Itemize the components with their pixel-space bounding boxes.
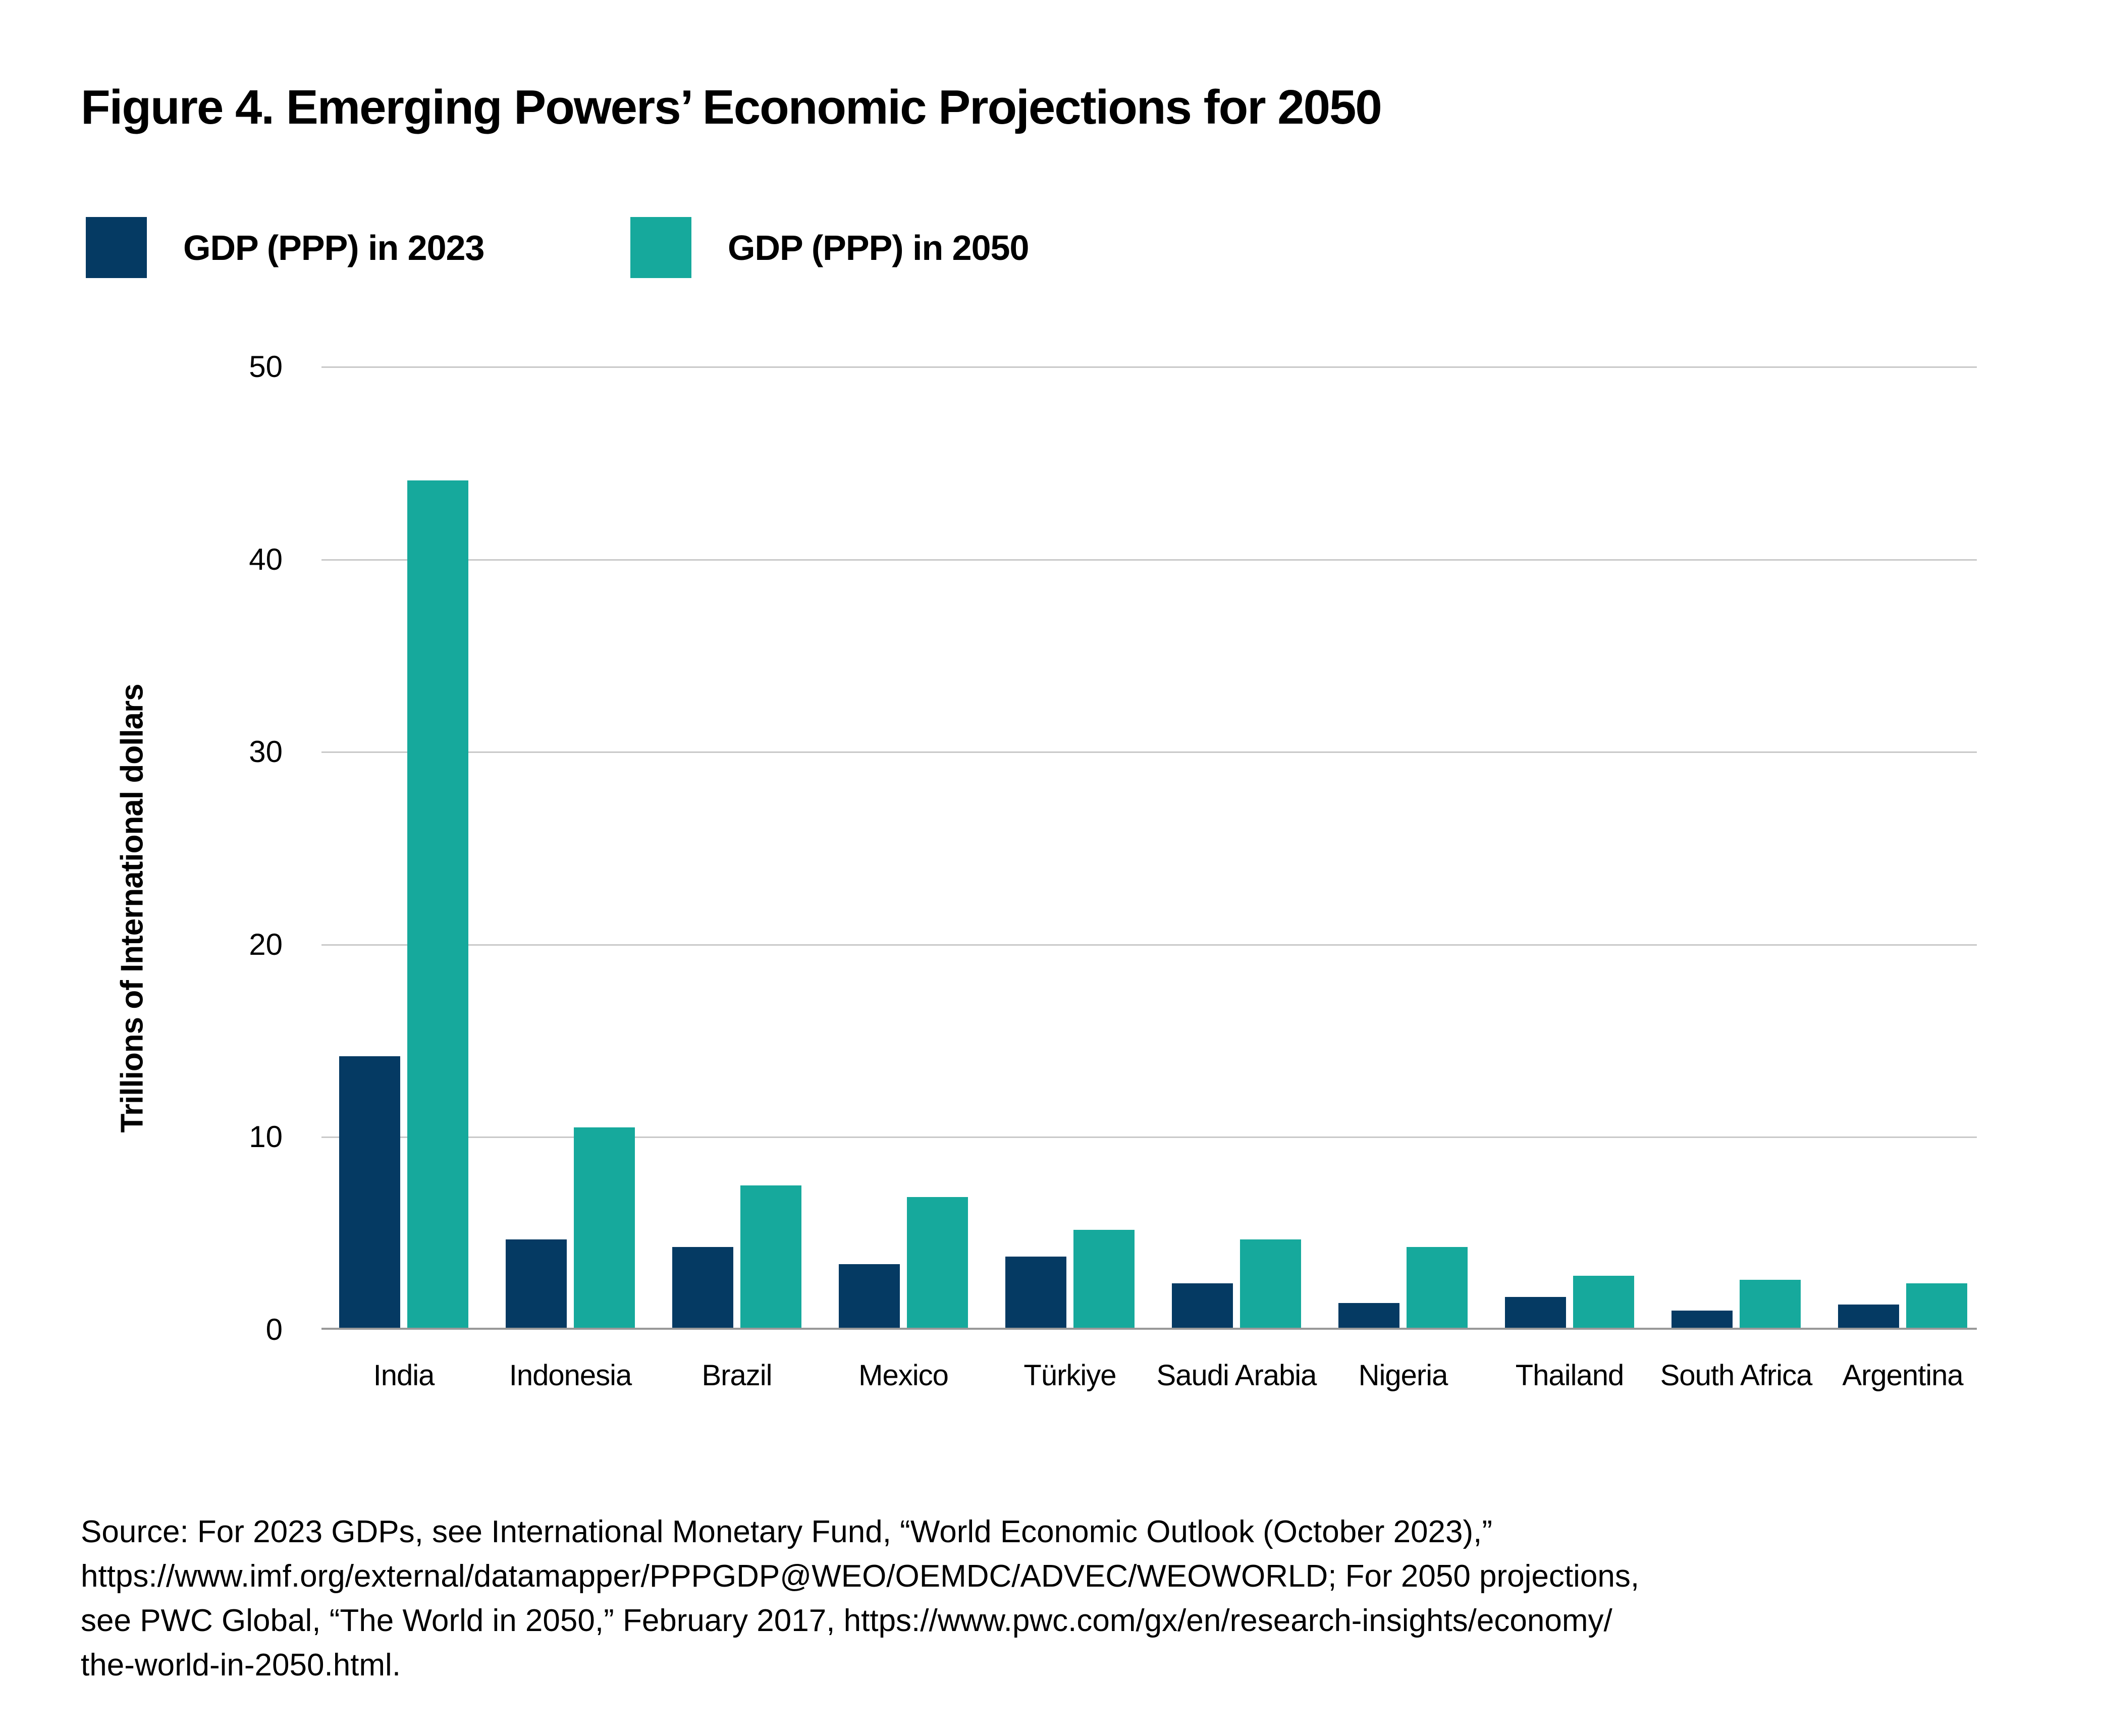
plot-area: India Indonesia Brazil Mexico Türkiye Saudi A… <box>321 366 1977 1392</box>
bar-t-rkiye-2050 <box>1073 1230 1135 1330</box>
bar-india-2023 <box>339 1056 400 1330</box>
x-axis-label-argentina: Argentina <box>1842 1359 1963 1392</box>
bar-t-rkiye-2023 <box>1005 1257 1066 1330</box>
y-tick-label-0: 0 <box>265 1313 283 1346</box>
x-axis-label-south-africa: South Africa <box>1660 1359 1813 1392</box>
bar-india-2050 <box>407 480 468 1330</box>
bar-brazil-2023 <box>672 1247 733 1330</box>
x-axis-label-indonesia: Indonesia <box>509 1359 632 1392</box>
bar-saudi-arabia-2023 <box>1172 1283 1233 1330</box>
bar-indonesia-2050 <box>574 1127 635 1330</box>
bar-argentina-2023 <box>1838 1305 1899 1330</box>
source-line-1: Source: For 2023 GDPs, see International… <box>81 1514 1493 1549</box>
figure-title: Figure 4. Emerging Powers’ Economic Proj… <box>81 80 1382 134</box>
x-axis-label-india: India <box>373 1359 435 1392</box>
x-axis-label-thailand: Thailand <box>1515 1359 1624 1392</box>
bar-argentina-2050 <box>1906 1283 1967 1330</box>
x-axis-label-brazil: Brazil <box>702 1359 772 1392</box>
bar-mexico-2050 <box>907 1197 968 1330</box>
x-axis-label-t-rkiye: Türkiye <box>1023 1359 1116 1392</box>
legend-item-2023: GDP (PPP) in 2023 <box>86 217 484 278</box>
gridline-40 <box>321 559 1977 561</box>
bar-brazil-2050 <box>740 1185 801 1330</box>
bar-nigeria-2050 <box>1407 1247 1468 1330</box>
bar-south-africa-2023 <box>1671 1311 1733 1330</box>
source-line-3: see PWC Global, “The World in 2050,” Feb… <box>81 1603 1612 1638</box>
gridline-50 <box>321 366 1977 368</box>
legend-label-2050: GDP (PPP) in 2050 <box>728 228 1029 267</box>
bar-thailand-2023 <box>1505 1297 1566 1330</box>
legend-item-2050: GDP (PPP) in 2050 <box>630 217 1029 278</box>
y-axis-title: Trillions of International dollars <box>115 684 150 1133</box>
bar-thailand-2050 <box>1573 1276 1634 1330</box>
gridline-30 <box>321 751 1977 753</box>
y-tick-label-40: 40 <box>249 542 283 576</box>
bar-saudi-arabia-2050 <box>1240 1239 1301 1330</box>
y-axis-ticks: 0 10 20 30 40 50 <box>182 0 293 1736</box>
y-tick-label-20: 20 <box>249 928 283 961</box>
gridline-10 <box>321 1136 1977 1138</box>
legend-swatch-2023-icon <box>86 217 147 278</box>
legend-label-2023: GDP (PPP) in 2023 <box>183 228 484 267</box>
source-line-4: the-world-in-2050.html. <box>81 1648 401 1683</box>
x-axis-label-mexico: Mexico <box>858 1359 949 1392</box>
x-axis-label-saudi-arabia: Saudi Arabia <box>1156 1359 1317 1392</box>
x-axis-baseline <box>321 1328 1977 1330</box>
bar-nigeria-2023 <box>1338 1303 1399 1330</box>
source-note: Source: For 2023 GDPs, see International… <box>81 1510 1639 1688</box>
source-line-2: https://www.imf.org/external/datamapper/… <box>81 1559 1640 1594</box>
y-tick-label-30: 30 <box>249 735 283 769</box>
gridline-20 <box>321 944 1977 946</box>
bar-mexico-2023 <box>839 1264 900 1330</box>
y-tick-label-10: 10 <box>249 1120 283 1154</box>
bar-indonesia-2023 <box>506 1239 567 1330</box>
y-tick-label-50: 50 <box>249 350 283 384</box>
x-axis-label-nigeria: Nigeria <box>1358 1359 1448 1392</box>
legend-swatch-2050-icon <box>630 217 691 278</box>
bar-south-africa-2050 <box>1740 1280 1801 1330</box>
